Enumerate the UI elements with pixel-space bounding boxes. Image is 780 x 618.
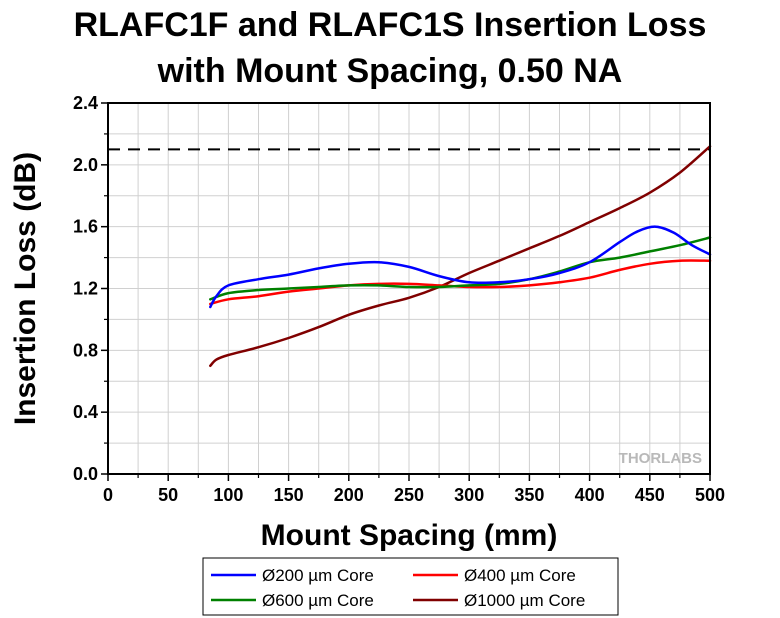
x-tick-label: 350 (514, 485, 544, 505)
series-line-2 (209, 236, 712, 301)
legend-label-2: Ø600 µm Core (262, 591, 374, 610)
legend-label-1: Ø400 µm Core (464, 566, 576, 585)
y-tick-labels: 0.0 0.4 0.8 1.2 1.6 2.0 2.4 (73, 93, 98, 484)
series-line-3 (209, 145, 712, 368)
x-tick-label: 250 (394, 485, 424, 505)
x-tick-label: 50 (158, 485, 178, 505)
x-tick-label: 200 (334, 485, 364, 505)
x-tick-label: 100 (213, 485, 243, 505)
legend-box (202, 557, 619, 616)
x-tick-label: 450 (635, 485, 665, 505)
y-tick-label: 0.4 (73, 402, 98, 422)
legend-label-0: Ø200 µm Core (262, 566, 374, 585)
x-tick-label: 150 (274, 485, 304, 505)
chart-title-line-1: RLAFC1F and RLAFC1S Insertion Loss (73, 6, 707, 44)
thorlabs-watermark: THORLABS (619, 450, 702, 467)
y-tick-label: 2.4 (73, 93, 98, 113)
x-axis-label: Mount Spacing (mm) (261, 519, 558, 552)
grid-lines (107, 102, 711, 475)
x-tick-labels: 0 50 100 150 200 250 300 350 400 450 500 (103, 485, 725, 505)
axis-ticks (101, 102, 711, 481)
x-tick-label: 300 (454, 485, 484, 505)
y-tick-label: 2.0 (73, 155, 98, 175)
series-line-0 (209, 225, 712, 309)
legend-label-3: Ø1000 µm Core (464, 591, 585, 610)
series-line-1 (209, 259, 712, 306)
y-tick-label: 1.6 (73, 217, 98, 237)
y-tick-label: 0.0 (73, 464, 98, 484)
legend: Ø200 µm Core Ø400 µm Core Ø600 µm Core Ø100… (202, 557, 619, 616)
x-tick-label: 500 (695, 485, 725, 505)
x-tick-label: 400 (575, 485, 605, 505)
chart-title-line-2: with Mount Spacing, 0.50 NA (157, 52, 623, 90)
y-axis-label: Insertion Loss (dB) (9, 152, 42, 425)
y-tick-label: 1.2 (73, 279, 98, 299)
x-tick-label: 0 (103, 485, 113, 505)
y-tick-label: 0.8 (73, 340, 98, 360)
series-lines (209, 145, 712, 368)
